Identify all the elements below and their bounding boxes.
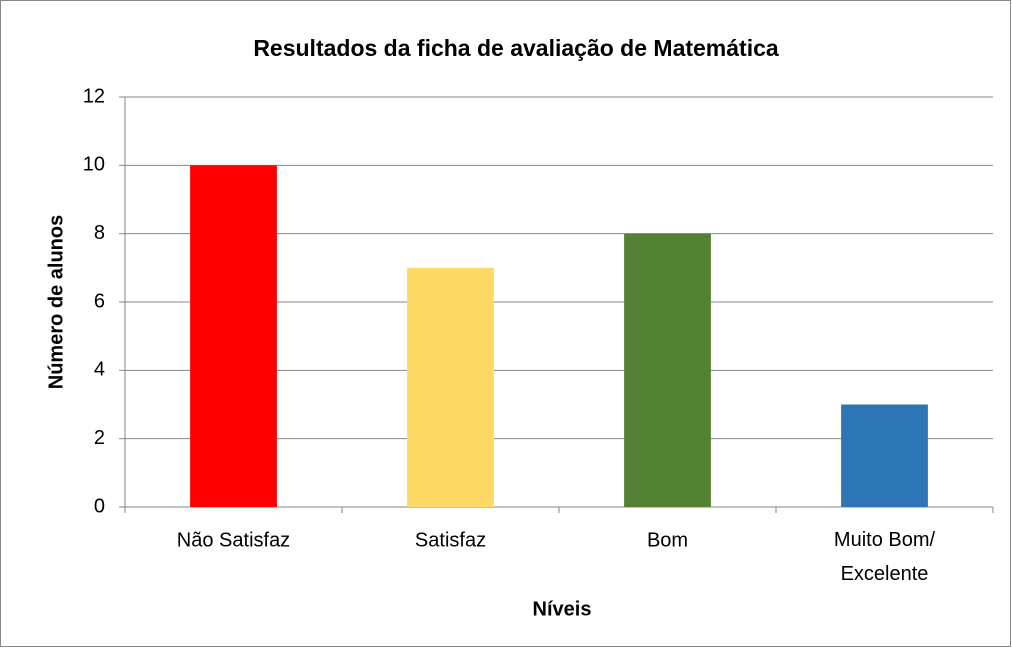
bar	[190, 165, 277, 508]
x-axis-label: Níveis	[533, 598, 592, 620]
y-tick-label: 0	[94, 495, 105, 517]
bar	[841, 404, 928, 507]
bar	[624, 233, 711, 507]
x-tick-label: Bom	[647, 529, 688, 551]
y-tick-label: 8	[94, 222, 105, 244]
y-tick-label: 10	[83, 154, 105, 176]
bar	[407, 267, 494, 507]
x-tick-label: Satisfaz	[415, 529, 486, 551]
y-tick-label: 2	[94, 427, 105, 449]
y-tick-label: 4	[94, 359, 105, 381]
y-tick-label: 6	[94, 290, 105, 312]
x-tick-label: Não Satisfaz	[177, 529, 290, 551]
x-tick-label: Muito Bom/Excelente	[834, 529, 936, 585]
y-axis-label: Número de alunos	[45, 215, 67, 389]
chart-title: Resultados da ficha de avaliação de Mate…	[253, 35, 779, 61]
y-tick-label: 12	[83, 85, 105, 107]
